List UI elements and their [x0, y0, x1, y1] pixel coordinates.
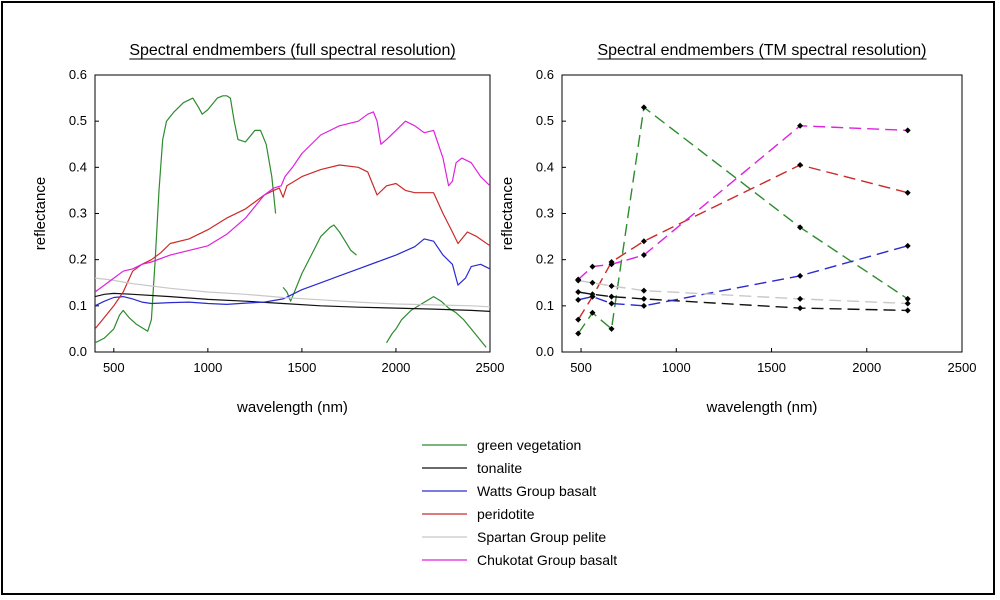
series-line-peridotite — [577, 164, 908, 321]
data-point-peridotite — [797, 162, 804, 169]
x-tick-label: 500 — [103, 360, 125, 375]
data-point-peridotite — [589, 293, 596, 300]
data-point-tonalite — [640, 295, 647, 302]
x-tick-label: 2500 — [476, 360, 505, 375]
data-point-green-vegetation — [797, 224, 804, 231]
y-tick-label: 0.3 — [536, 206, 554, 221]
x-tick-label: 2500 — [948, 360, 977, 375]
data-point-green-vegetation — [640, 104, 647, 111]
data-point-green-vegetation — [575, 330, 582, 337]
legend-label-spartan-group-pelite: Spartan Group pelite — [477, 529, 606, 545]
data-point-tonalite — [797, 305, 804, 312]
legend-label-chukotat-group-basalt: Chukotat Group basalt — [477, 552, 617, 568]
series-line-chukotat-group-basalt — [577, 125, 908, 281]
data-point-watts-group-basalt — [797, 272, 804, 279]
y-tick-label: 0.5 — [69, 113, 87, 128]
data-point-peridotite — [904, 189, 911, 196]
x-tick-label: 1000 — [662, 360, 691, 375]
y-tick-label: 0.1 — [536, 298, 554, 313]
tm-resolution-chart: Spectral endmembers (TM spectral resolut… — [499, 42, 976, 416]
y-tick-label: 0.6 — [536, 67, 554, 82]
y-tick-label: 0.3 — [69, 206, 87, 221]
data-point-tonalite — [904, 307, 911, 314]
data-point-peridotite — [575, 316, 582, 323]
series-line-watts-group-basalt — [95, 238, 490, 307]
x-tick-label: 1500 — [287, 360, 316, 375]
series-line-chukotat-group-basalt — [95, 111, 490, 293]
data-point-spartan-group-pelite — [904, 300, 911, 307]
data-point-watts-group-basalt — [904, 242, 911, 249]
data-point-tonalite — [608, 293, 615, 300]
legend-label-tonalite: tonalite — [477, 460, 522, 476]
data-point-spartan-group-pelite — [589, 279, 596, 286]
x-tick-label: 2000 — [381, 360, 410, 375]
y-tick-label: 0.2 — [69, 252, 87, 267]
series-line-spartan-group-pelite — [578, 279, 908, 305]
y-tick-label: 0.1 — [69, 298, 87, 313]
y-tick-label: 0.2 — [536, 252, 554, 267]
series-line-tonalite — [578, 291, 908, 312]
y-tick-label: 0.5 — [536, 113, 554, 128]
data-point-chukotat-group-basalt — [608, 261, 615, 268]
x-axis-label: wavelength (nm) — [706, 399, 818, 416]
data-point-chukotat-group-basalt — [575, 276, 582, 283]
y-tick-label: 0.6 — [69, 67, 87, 82]
series-line-watts-group-basalt — [578, 245, 908, 307]
chart-title: Spectral endmembers (TM spectral resolut… — [597, 42, 926, 59]
y-axis-label: reflectance — [499, 177, 516, 250]
data-point-watts-group-basalt — [608, 300, 615, 307]
data-point-spartan-group-pelite — [608, 282, 615, 289]
series-line-green-vegetation — [95, 95, 277, 344]
series-group — [95, 95, 490, 348]
data-point-spartan-group-pelite — [640, 287, 647, 294]
x-tick-label: 1500 — [757, 360, 786, 375]
series-group — [575, 104, 911, 337]
full-resolution-chart: Spectral endmembers (full spectral resol… — [32, 42, 504, 416]
series-line-green-vegetation — [282, 224, 357, 302]
data-point-watts-group-basalt — [575, 296, 582, 303]
data-point-chukotat-group-basalt — [640, 252, 647, 259]
series-line-spartan-group-pelite — [95, 277, 490, 308]
data-point-chukotat-group-basalt — [904, 127, 911, 134]
y-axis-label: reflectance — [32, 177, 49, 250]
data-point-spartan-group-pelite — [797, 295, 804, 302]
plot-frame — [94, 74, 491, 353]
series-line-green-vegetation — [577, 106, 909, 334]
data-point-green-vegetation — [904, 295, 911, 302]
series-line-green-vegetation — [385, 296, 487, 348]
data-point-green-vegetation — [608, 325, 615, 332]
y-tick-label: 0.0 — [69, 344, 87, 359]
data-point-watts-group-basalt — [640, 302, 647, 309]
y-tick-label: 0.0 — [536, 344, 554, 359]
y-tick-label: 0.4 — [69, 159, 87, 174]
data-point-chukotat-group-basalt — [589, 263, 596, 270]
legend-label-watts-group-basalt: Watts Group basalt — [477, 483, 596, 499]
data-point-tonalite — [575, 288, 582, 295]
x-axis-label: wavelength (nm) — [236, 399, 348, 416]
chart-title: Spectral endmembers (full spectral resol… — [129, 42, 455, 59]
data-point-green-vegetation — [589, 309, 596, 316]
x-tick-label: 1000 — [193, 360, 222, 375]
x-tick-label: 500 — [570, 360, 592, 375]
y-tick-label: 0.4 — [536, 159, 554, 174]
data-point-chukotat-group-basalt — [797, 122, 804, 129]
legend-label-peridotite: peridotite — [477, 506, 535, 522]
data-point-peridotite — [640, 238, 647, 245]
x-tick-label: 2000 — [852, 360, 881, 375]
legend-label-green-vegetation: green vegetation — [477, 437, 581, 453]
legend: green vegetation tonalite Watts Group basa… — [422, 437, 617, 568]
